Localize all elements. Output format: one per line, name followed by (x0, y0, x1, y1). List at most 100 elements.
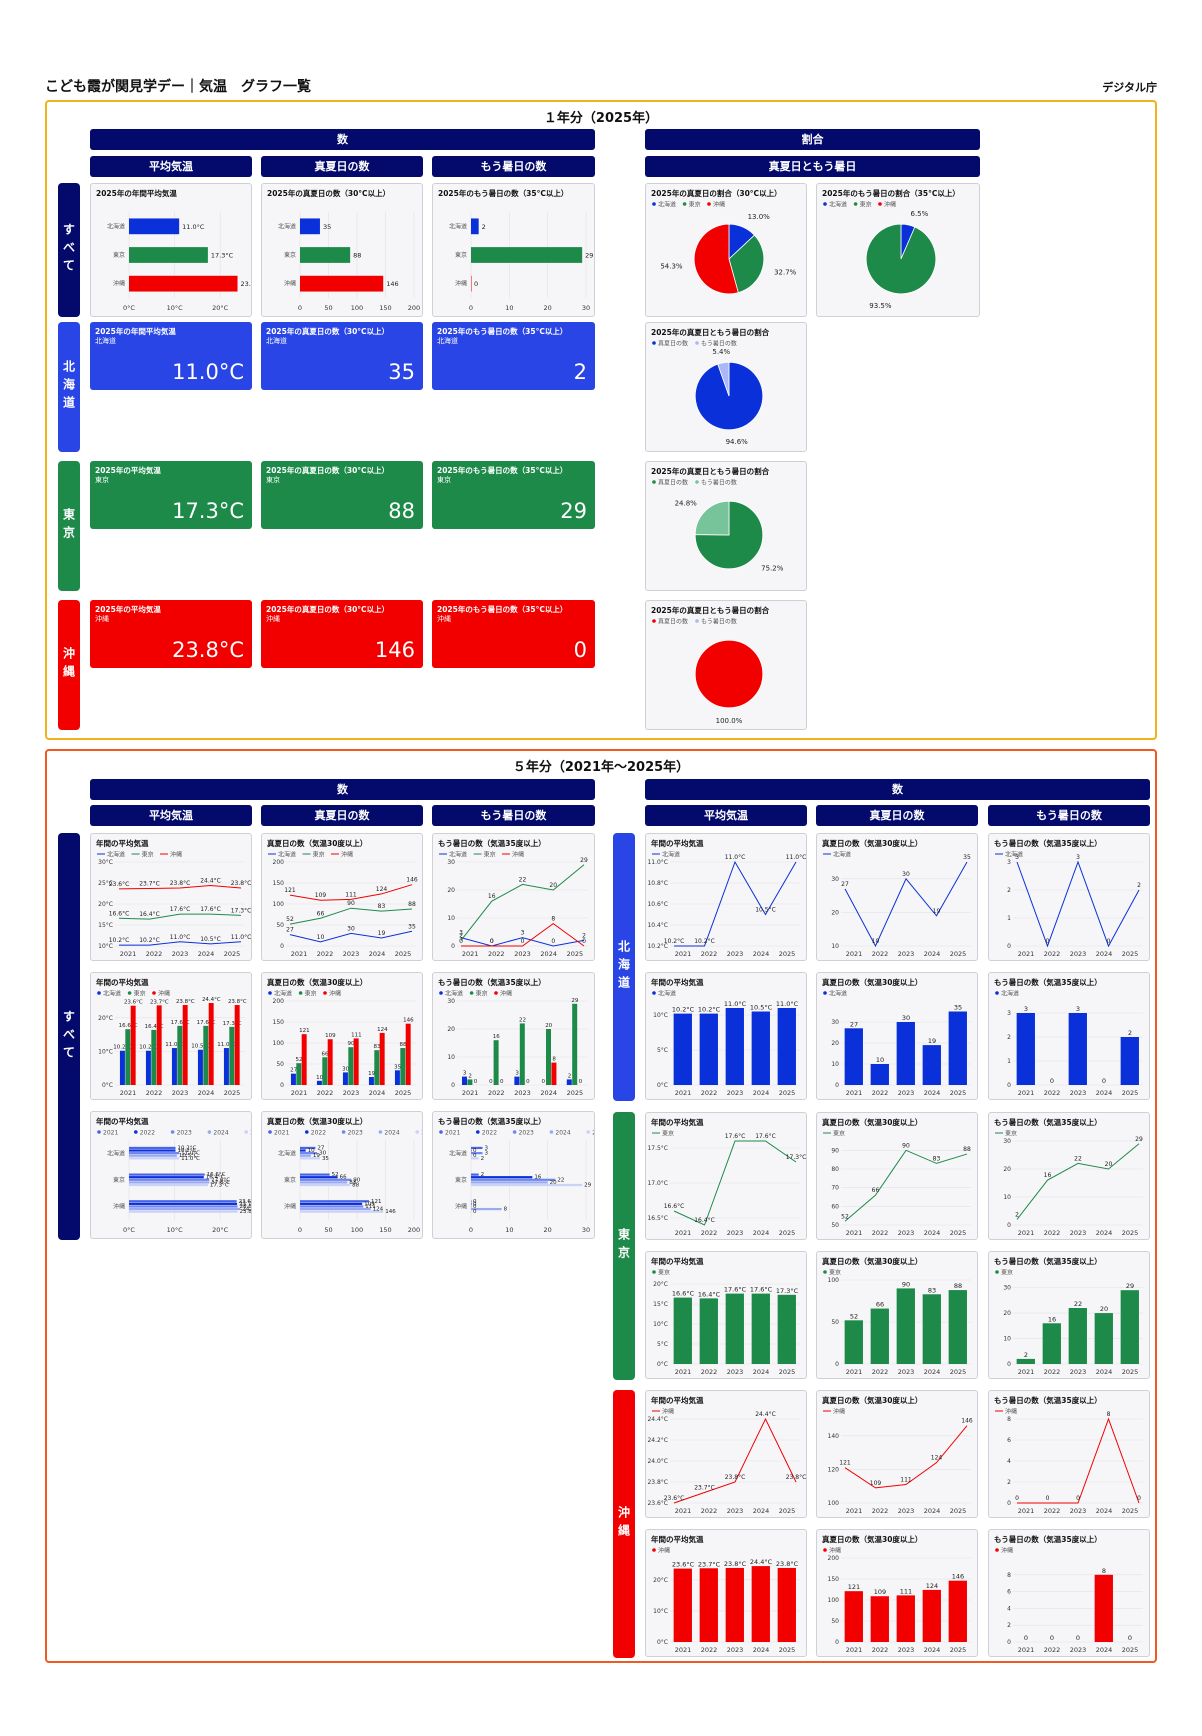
bar (471, 218, 479, 235)
bar (129, 1205, 238, 1208)
data-label: 121 (284, 887, 296, 894)
data-label: 124 (376, 886, 388, 893)
data-label: 0 (1024, 1634, 1028, 1642)
data-label: 0 (474, 280, 478, 288)
chart-svg: 真夏日の数（気温30度以上） 北海道 0 10 20 30 2021 2022 2023 2024… (822, 977, 971, 1097)
data-label: 10.2°C (694, 938, 715, 945)
data-label: 29 (571, 998, 578, 1004)
bar (673, 1297, 692, 1364)
top-col-summer: 真夏日の数 (261, 156, 423, 177)
data-label: 66 (340, 1175, 347, 1181)
series-line (673, 1140, 797, 1226)
tick-label: 2023 (898, 1646, 915, 1654)
chart-card: もう暑日の数（気温35度以上） 北海道 東京 沖縄 0 10 20 30 2021 2022 202… (432, 833, 595, 961)
chart-title: 年間の平均気温 (651, 977, 704, 987)
tick-label: 0°C (657, 1082, 668, 1089)
data-label: 35 (322, 1156, 329, 1162)
tick-label: 24.4°C (647, 1416, 668, 1423)
data-label: 88 (353, 252, 361, 260)
section-one-year: １年分（2025年） (45, 100, 1157, 740)
legend-swatch (682, 202, 687, 206)
bar (461, 1076, 467, 1085)
tick-label: 10 (447, 915, 455, 922)
chart-title: 年間の平均気温 (651, 838, 704, 848)
kpi-value: 17.3°C (172, 499, 244, 523)
tick-label: 2024 (1096, 1646, 1113, 1654)
data-label: 22 (1074, 1155, 1082, 1162)
tick-label: 10°C (98, 943, 113, 950)
chart-card: 年間の平均気温 2021 2022 2023 2024 2025 0°C 10°C 20°C 北海… (90, 1111, 252, 1239)
pie-label: 32.7% (774, 269, 797, 277)
tick-label: 2023 (898, 1368, 915, 1376)
legend-swatch (469, 991, 474, 995)
data-label: 24.4°C (200, 878, 221, 885)
tick-label: 70 (831, 1185, 839, 1192)
data-label: 2 (582, 932, 586, 939)
data-label: 121 (299, 1028, 310, 1034)
bar (1016, 1358, 1035, 1364)
kpi-region: 沖縄 (266, 615, 280, 623)
bar (327, 1039, 333, 1085)
tick-label: 60 (831, 1203, 839, 1210)
chart-title: もう暑日の数（気温35度以上） (994, 838, 1102, 848)
category-label: 沖縄 (113, 280, 125, 288)
tick-label: 2023 (514, 950, 531, 958)
data-label: 109 (874, 1588, 886, 1596)
tick-label: 0 (1007, 1639, 1011, 1646)
bar (300, 1210, 384, 1213)
chart-svg: 2025年の年間平均気温 0°C 10°C 20°C 北海道 11.0°C 東京 17.3°C… (96, 188, 252, 312)
tick-label: 2023 (727, 950, 744, 958)
tick-label: 50 (831, 1618, 839, 1625)
tick-label: 2022 (872, 1229, 889, 1237)
data-label: 16 (493, 1034, 500, 1040)
series-line (118, 885, 242, 890)
tick-label: 10 (1003, 1336, 1011, 1343)
legend-label: もう暑日の数 (701, 479, 737, 487)
kpi-region: 東京 (95, 476, 109, 484)
data-label: 27 (841, 881, 849, 888)
data-label: 17.6°C (211, 1177, 230, 1183)
bar (471, 1149, 472, 1152)
legend-swatch (268, 1130, 272, 1134)
data-label: 3 (1024, 1005, 1028, 1013)
legend-label: 2021 (445, 1130, 460, 1137)
pie-slice (865, 223, 937, 295)
data-label: 16 (1044, 1172, 1052, 1179)
tick-label: 200 (273, 859, 285, 866)
legend-swatch (652, 202, 656, 206)
legend-label: 北海道 (662, 851, 680, 859)
pie-label: 24.8% (675, 499, 698, 507)
legend-label: 沖縄 (329, 990, 341, 998)
tick-label: 2023 (172, 1089, 189, 1097)
tick-label: 10°C (653, 1608, 668, 1615)
tick-label: 2023 (1070, 950, 1087, 958)
chart-card: もう暑日の数（気温35度以上） 東京 0 10 20 30 2021 2022 2023 2024… (988, 1112, 1150, 1240)
organization-name: デジタル庁 (1102, 81, 1157, 94)
chart-card: もう暑日の数（気温35度以上） 東京 0 10 20 30 2021 2022 2023 2024… (988, 1251, 1150, 1379)
tick-label: 100 (828, 1277, 840, 1284)
bar (300, 1157, 320, 1160)
legend-swatch (439, 1130, 443, 1134)
tick-label: 3 (1007, 859, 1011, 866)
data-label: 0 (1050, 1077, 1054, 1085)
tick-label: 2025 (779, 1507, 796, 1515)
legend-label: 北海道 (274, 990, 292, 998)
tick-label: 140 (828, 1433, 840, 1440)
data-label: 23.8°C (241, 280, 252, 288)
data-label: 11.0°C (182, 223, 205, 231)
legend-swatch (378, 1130, 383, 1134)
legend-label: 東京 (662, 1130, 674, 1138)
chart-title: 真夏日の数（気温30度以上） (267, 977, 367, 987)
tick-label: 2022 (317, 950, 334, 958)
chart-title: 2025年の真夏日の数（30°C以上） (267, 188, 390, 198)
chart-card: もう暑日の数（気温35度以上） 北海道 東京 沖縄 0 10 20 30 2021 2022 202… (432, 972, 595, 1100)
data-label: 23.6°C (239, 1199, 252, 1205)
bar (870, 1064, 889, 1085)
chart-card: 真夏日の数（気温30度以上） 北海道 0 10 20 30 2021 2022 2023 2024… (816, 972, 978, 1100)
data-label: 0 (1102, 1077, 1106, 1085)
bar (368, 1077, 374, 1085)
bar (471, 1157, 479, 1160)
